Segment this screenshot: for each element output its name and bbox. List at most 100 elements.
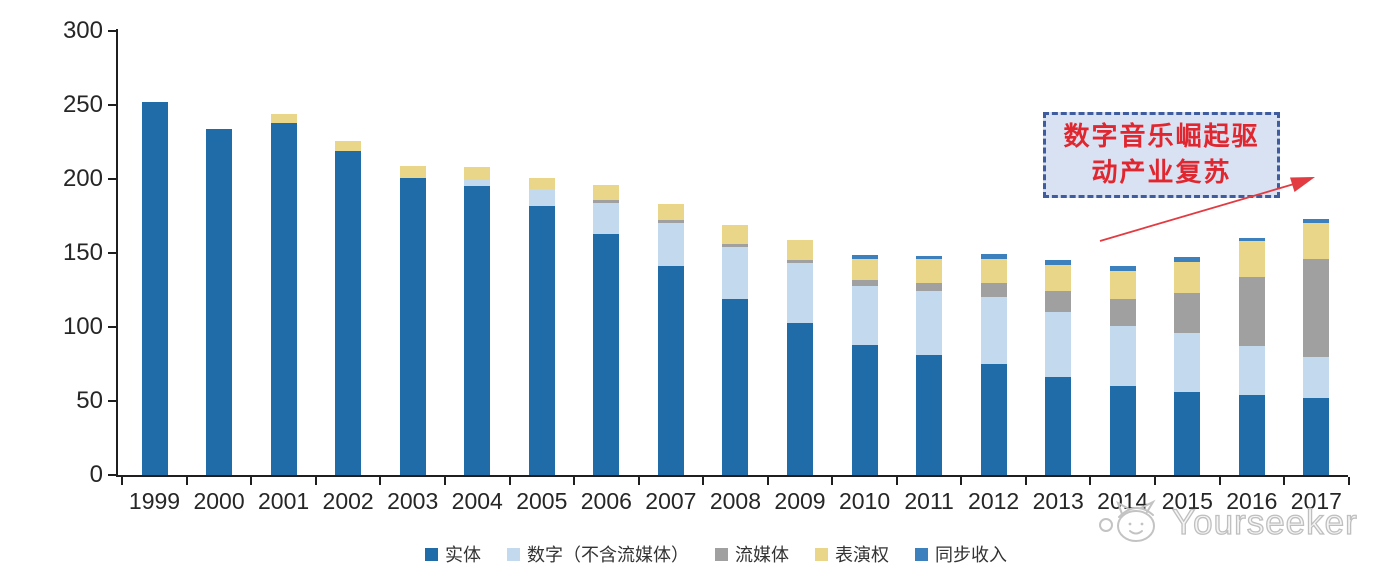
y-axis-tick [108, 326, 116, 328]
bar-segment-performance-rights [593, 184, 620, 200]
y-axis-tick [108, 252, 116, 254]
x-axis-label-2003: 2003 [387, 488, 439, 514]
y-axis-tick [108, 474, 116, 476]
bar-2012 [980, 254, 1007, 475]
x-axis-label-2009: 2009 [774, 488, 826, 514]
bar-segment-streaming [787, 260, 813, 264]
bar-2013 [1045, 260, 1072, 475]
bar-segment-digital-excl-streaming [593, 202, 620, 234]
y-axis-label: 100 [62, 313, 103, 340]
y-axis-tick [108, 30, 116, 32]
x-axis-tick [831, 477, 834, 485]
bar-segment-performance-rights [464, 167, 491, 181]
bar-segment-digital-excl-streaming [851, 285, 878, 345]
bar-segment-physical [1174, 392, 1201, 475]
y-axis-line [116, 29, 118, 477]
annotation-text-line1: 数字音乐崛起驱 [1063, 122, 1260, 151]
x-axis-label-1999: 1999 [128, 488, 181, 514]
x-axis-tick [702, 477, 705, 485]
x-axis-label-2011: 2011 [904, 488, 954, 514]
bar-segment-sync-revenue [1174, 257, 1201, 262]
chart-legend: 实体 数字（不含流媒体） 流媒体 表演权 同步收入 [0, 541, 1398, 567]
legend-label-digital-excl-streaming: 数字（不含流媒体） [527, 545, 689, 565]
bar-segment-streaming [722, 244, 749, 248]
bar-segment-physical [593, 233, 620, 475]
bar-segment-digital-excl-streaming [464, 180, 491, 187]
legend-label-streaming: 流媒体 [735, 545, 789, 565]
x-axis-label-2000: 2000 [193, 488, 245, 514]
bar-segment-digital-excl-streaming [916, 291, 943, 356]
bar-segment-performance-rights [657, 204, 684, 221]
bar-2008 [722, 224, 749, 475]
bar-2017 [1303, 218, 1330, 475]
bar-segment-physical [916, 355, 943, 475]
bar-segment-digital-excl-streaming [722, 247, 749, 299]
bar-segment-physical [528, 205, 555, 475]
x-axis-label-2008: 2008 [709, 488, 762, 514]
bar-segment-physical [1045, 377, 1072, 475]
bar-2002 [335, 140, 362, 475]
bar-segment-digital-excl-streaming [980, 297, 1007, 364]
bar-segment-streaming [1045, 291, 1072, 313]
bar-segment-performance-rights [528, 177, 555, 190]
bar-segment-digital-excl-streaming [1303, 356, 1330, 399]
x-axis-tick [185, 477, 188, 485]
x-axis-tick [895, 477, 898, 485]
bar-segment-performance-rights [399, 165, 426, 178]
x-axis-label-2013: 2013 [1032, 488, 1084, 514]
x-axis-tick [1154, 477, 1157, 485]
bar-segment-digital-excl-streaming [528, 189, 555, 206]
y-axis-label: 200 [62, 165, 103, 192]
x-axis-tick [1024, 477, 1027, 485]
bar-segment-sync-revenue [916, 255, 943, 259]
y-axis-tick [108, 104, 116, 106]
watermark: Yourseeker [1092, 498, 1392, 548]
x-axis-label-2016: 2016 [1226, 488, 1278, 514]
bar-segment-physical [787, 322, 813, 475]
bar-segment-physical [206, 128, 233, 475]
legend-swatch-physical [425, 547, 438, 561]
x-axis-label-2015: 2015 [1161, 488, 1213, 514]
bar-segment-performance-rights [980, 258, 1007, 283]
bar-segment-sync-revenue [980, 254, 1007, 259]
bar-segment-digital-excl-streaming [787, 263, 813, 323]
bar-2010 [851, 254, 878, 475]
bar-segment-digital-excl-streaming [1109, 325, 1136, 387]
bar-2001 [270, 113, 297, 475]
bar-segment-sync-revenue [851, 254, 878, 259]
legend-item-physical: 实体 [425, 541, 481, 567]
x-axis-label-2017: 2017 [1290, 488, 1342, 514]
x-axis-label-2012: 2012 [968, 488, 1020, 514]
bar-2000 [206, 128, 233, 475]
bar-2009 [787, 239, 813, 475]
x-axis-tick [637, 477, 640, 485]
legend-label-sync-revenue: 同步收入 [935, 545, 1007, 565]
bar-segment-performance-rights [1174, 261, 1201, 293]
bar-segment-streaming [1238, 276, 1265, 347]
bar-segment-streaming [1303, 258, 1330, 357]
bar-segment-physical [270, 122, 297, 475]
legend-label-physical: 实体 [445, 545, 481, 565]
y-axis-label: 150 [62, 239, 103, 266]
x-axis-tick [1283, 477, 1286, 485]
bar-2003 [399, 165, 426, 475]
bar-segment-digital-excl-streaming [1174, 332, 1201, 393]
legend-item-sync-revenue: 同步收入 [915, 541, 1007, 567]
legend-swatch-performance-rights [815, 547, 828, 561]
bar-segment-performance-rights [1303, 223, 1330, 259]
x-axis-label-2010: 2010 [838, 488, 891, 514]
bar-segment-digital-excl-streaming [1238, 346, 1265, 396]
bar-segment-physical [851, 344, 878, 475]
x-axis-tick [960, 477, 963, 485]
bar-segment-sync-revenue [1109, 266, 1136, 271]
x-axis-label-2002: 2002 [322, 488, 374, 514]
legend-item-digital-excl-streaming: 数字（不含流媒体） [507, 541, 689, 567]
bar-2014 [1109, 266, 1136, 475]
bar-segment-streaming [916, 282, 943, 292]
annotation-text-line2: 动产业复苏 [1091, 158, 1232, 187]
legend-item-performance-rights: 表演权 [815, 541, 889, 567]
bar-segment-performance-rights [1238, 241, 1265, 277]
legend-item-streaming: 流媒体 [715, 541, 789, 567]
x-axis-label-2004: 2004 [451, 488, 503, 514]
